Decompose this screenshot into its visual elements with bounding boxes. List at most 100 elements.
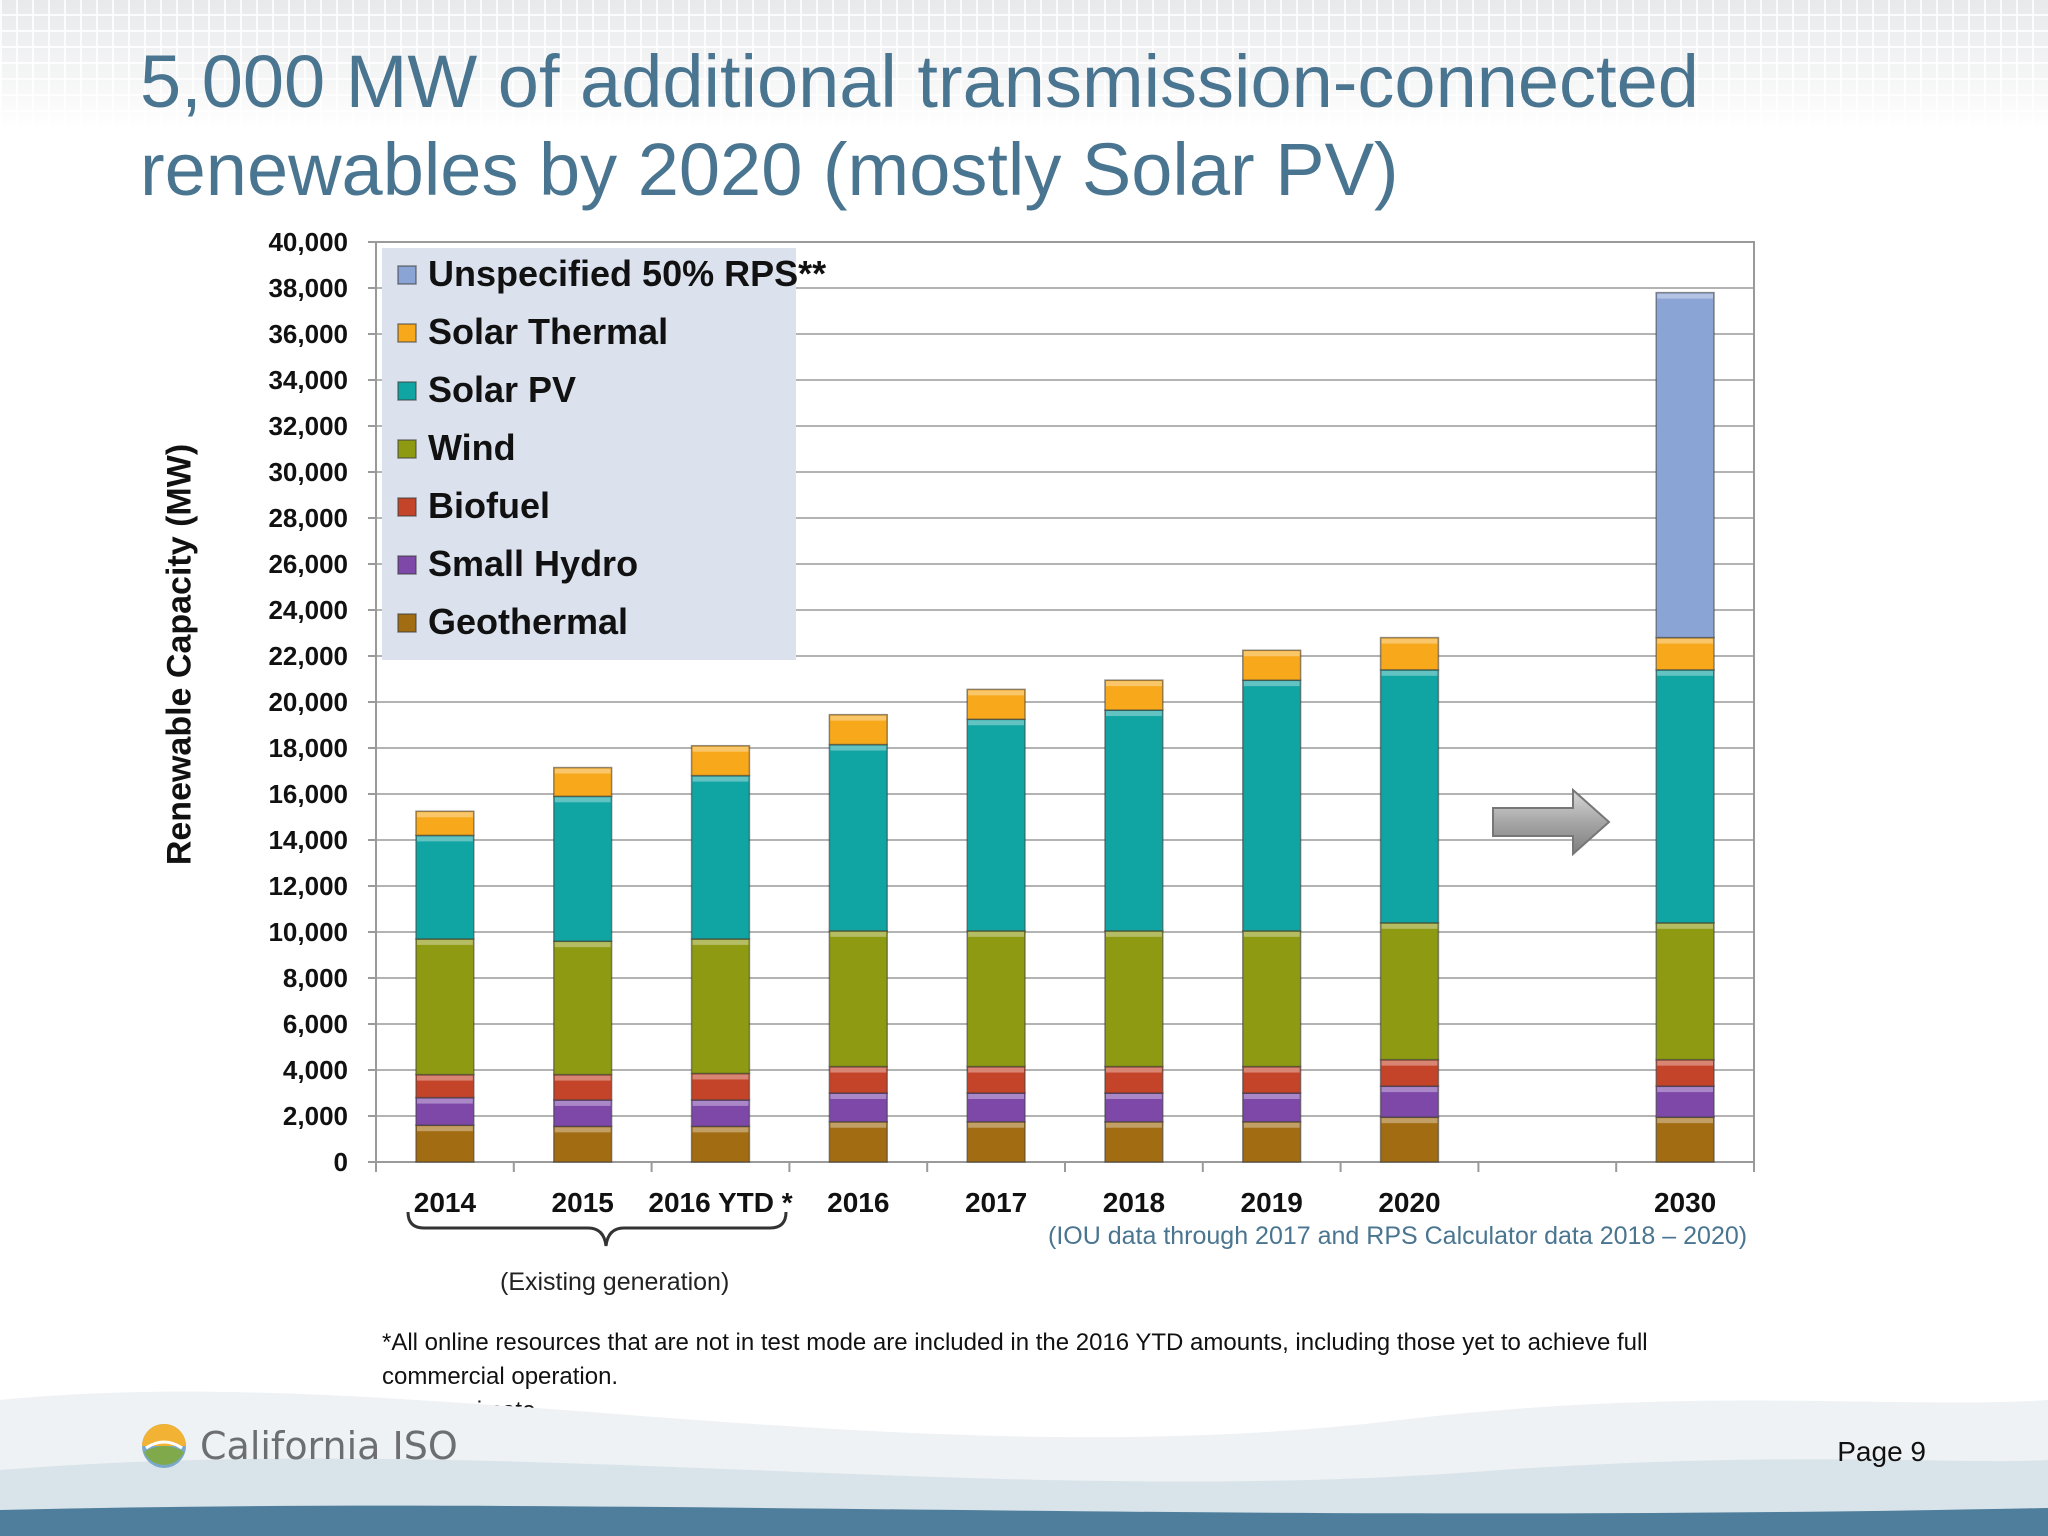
bar-small-hydro-2017 <box>966 1092 1026 1123</box>
legend-swatch <box>397 555 417 575</box>
bar-solar-pv-2014 <box>415 834 475 940</box>
bar-solar-thermal-2015 <box>553 766 613 798</box>
bar-highlight <box>554 942 611 948</box>
x-tick-label: 2014 <box>414 1187 477 1218</box>
logo-text: California ISO <box>200 1424 458 1468</box>
bar-highlight <box>968 1094 1025 1099</box>
y-tick-label: 24,000 <box>268 595 348 625</box>
bar-geothermal-2017 <box>966 1121 1026 1163</box>
y-tick-label: 30,000 <box>268 457 348 487</box>
bar-solar-thermal-2030 <box>1655 636 1715 671</box>
bar-geothermal-2018 <box>1104 1121 1164 1163</box>
legend-label: Geothermal <box>428 601 628 642</box>
bar-solar-thermal-2018 <box>1104 679 1164 711</box>
bar-highlight <box>1657 293 1714 299</box>
footnote-1: *All online resources that are not in te… <box>382 1329 1648 1356</box>
bar-highlight <box>1105 1122 1162 1128</box>
bar-small-hydro-2018 <box>1104 1092 1164 1123</box>
bar-geothermal-2030 <box>1655 1116 1715 1163</box>
bar-highlight <box>554 1127 611 1133</box>
legend-swatch <box>397 613 417 633</box>
legend-swatch <box>397 439 417 459</box>
bar-wind-2020 <box>1379 922 1440 1061</box>
bar-highlight <box>1657 1060 1714 1066</box>
bar-solar-pv-2019 <box>1242 679 1302 932</box>
bar-wind-2018 <box>1104 930 1164 1068</box>
bar-highlight <box>1105 681 1162 687</box>
y-axis-ticks: 0 2,000 4,000 6,000 8,000 10,000 12,000 14,000 1… <box>268 227 348 1177</box>
bar-solar-thermal-2016-ytd <box>690 744 751 777</box>
logo-icon <box>142 1424 186 1468</box>
bar-small-hydro-2020 <box>1379 1085 1440 1118</box>
x-tick-label: 2030 <box>1654 1187 1716 1218</box>
y-tick-label: 8,000 <box>283 963 348 993</box>
bar-biofuel-2030 <box>1655 1058 1715 1087</box>
y-tick-label: 16,000 <box>268 779 348 809</box>
slide-title: 5,000 MW of additional transmission-conn… <box>140 38 1940 214</box>
bar-highlight <box>1657 1087 1714 1093</box>
bar-small-hydro-2019 <box>1242 1092 1302 1123</box>
legend-label: Small Hydro <box>428 543 638 584</box>
bar-highlight <box>1105 1094 1162 1099</box>
bar-highlight <box>416 1126 473 1132</box>
bar-geothermal-2016 <box>828 1121 888 1163</box>
y-tick-label: 36,000 <box>268 319 348 349</box>
x-axis-ticks: 2014 2015 2016 YTD * 2016 2017 2018 2019 2020 20… <box>414 1187 1716 1218</box>
bar-highlight <box>830 1067 887 1073</box>
bar-highlight <box>830 745 887 751</box>
bar-wind-2017 <box>966 930 1026 1068</box>
bar-solar-pv-2016 <box>828 743 888 932</box>
bar-unspecified-50-rps-2030 <box>1655 291 1715 639</box>
y-tick-label: 22,000 <box>268 641 348 671</box>
bar-highlight <box>968 690 1025 696</box>
x-tick-label: 2016 YTD * <box>648 1187 792 1218</box>
bar-highlight <box>692 1127 749 1133</box>
bar-highlight <box>554 797 611 803</box>
bar-highlight <box>968 1067 1025 1073</box>
bar-highlight <box>968 720 1025 726</box>
bar-highlight <box>692 939 749 945</box>
legend-label: Unspecified 50% RPS** <box>428 253 826 294</box>
bar-highlight <box>1105 931 1162 937</box>
y-tick-label: 38,000 <box>268 273 348 303</box>
bar-highlight <box>416 812 473 818</box>
x-tick-label: 2016 <box>827 1187 889 1218</box>
existing-generation-brace <box>406 1211 788 1247</box>
y-tick-label: 40,000 <box>268 227 348 257</box>
x-tick-label: 2020 <box>1378 1187 1440 1218</box>
bar-highlight <box>554 1100 611 1106</box>
bar-geothermal-2019 <box>1242 1121 1302 1163</box>
bar-highlight <box>1657 670 1714 676</box>
bar-highlight <box>1243 651 1300 657</box>
legend-swatch <box>397 497 417 517</box>
bar-solar-pv-2017 <box>966 718 1026 932</box>
bar-highlight <box>692 776 749 782</box>
bar-highlight <box>1381 1060 1438 1066</box>
legend-box <box>382 248 796 660</box>
bar-biofuel-2017 <box>966 1065 1026 1094</box>
bar-highlight <box>1243 1067 1300 1073</box>
bar-solar-thermal-2017 <box>966 688 1026 720</box>
x-tick-label: 2018 <box>1103 1187 1165 1218</box>
y-tick-label: 26,000 <box>268 549 348 579</box>
bar-highlight <box>1381 1118 1438 1124</box>
bar-highlight <box>968 1122 1025 1128</box>
bars <box>415 291 1715 1163</box>
bar-solar-pv-2016-ytd <box>690 774 751 940</box>
bar-solar-pv-2030 <box>1655 669 1715 924</box>
source-note: (IOU data through 2017 and RPS Calculato… <box>1048 1222 1748 1250</box>
bar-highlight <box>416 939 473 945</box>
bar-highlight <box>416 1098 473 1104</box>
legend-swatch <box>397 265 417 285</box>
footnote-2: commercial operation. <box>382 1363 619 1390</box>
bar-highlight <box>1657 923 1714 929</box>
y-tick-label: 32,000 <box>268 411 348 441</box>
bar-highlight <box>1657 638 1714 644</box>
bar-highlight <box>692 1100 749 1106</box>
bar-highlight <box>1243 931 1300 937</box>
bar-wind-2016-ytd <box>690 938 751 1075</box>
transition-arrow-icon <box>1492 787 1611 857</box>
y-tick-label: 18,000 <box>268 733 348 763</box>
bar-highlight <box>1657 1118 1714 1124</box>
bar-wind-2015 <box>553 940 613 1076</box>
